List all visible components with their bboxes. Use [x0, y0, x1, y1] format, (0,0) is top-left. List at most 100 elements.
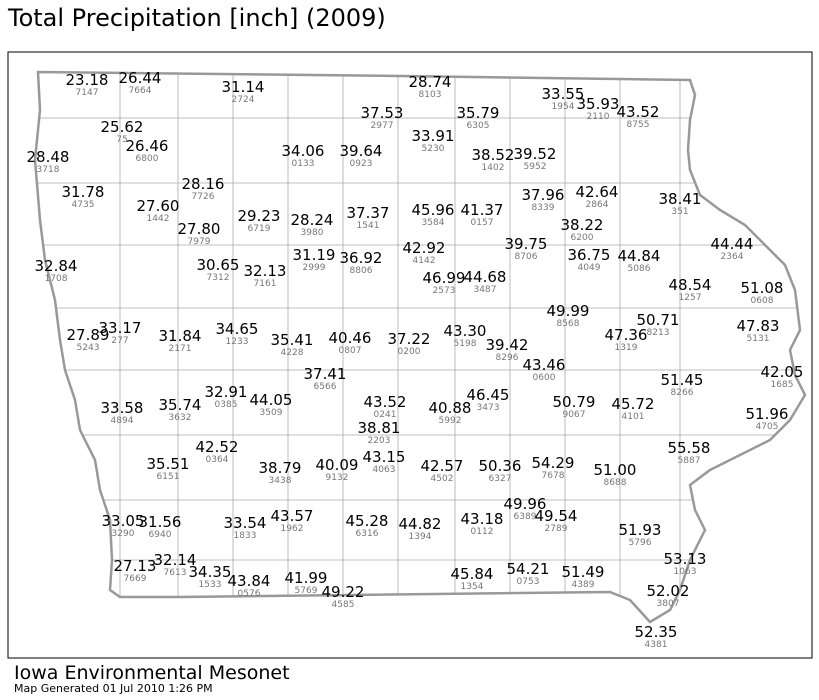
- station-value: 50.79: [553, 393, 596, 411]
- station-id: 4101: [622, 412, 645, 422]
- station-id: 5243: [77, 343, 100, 353]
- station-value: 37.22: [388, 330, 431, 348]
- station-id: 0133: [292, 159, 315, 169]
- station-id: 3807: [657, 599, 680, 609]
- station-id: 1708: [45, 274, 68, 284]
- station-value: 36.75: [568, 246, 611, 264]
- station-id: 7613: [164, 568, 187, 578]
- station-id: 1257: [679, 293, 702, 303]
- station-value: 40.09: [316, 456, 359, 474]
- station-id: 4389: [572, 580, 595, 590]
- station-id: 8339: [532, 203, 555, 213]
- station-id: 7161: [254, 279, 277, 289]
- station-value: 37.37: [347, 204, 390, 222]
- station-id: 6327: [489, 474, 512, 484]
- footer-source: Iowa Environmental Mesonet: [14, 662, 290, 684]
- station-id: 9067: [563, 410, 586, 420]
- station-id: 8213: [647, 328, 670, 338]
- station-value: 33.54: [224, 514, 267, 532]
- station-id: 277: [111, 336, 128, 346]
- station-id: 7669: [124, 574, 147, 584]
- station-value: 26.46: [126, 137, 169, 155]
- station-value: 49.22: [322, 583, 365, 601]
- station-value: 35.79: [457, 104, 500, 122]
- station-value: 37.41: [304, 365, 347, 383]
- station-id: 5887: [678, 456, 701, 466]
- station-id: 2999: [303, 263, 326, 273]
- station-id: 2171: [169, 344, 192, 354]
- station-id: 4502: [431, 474, 454, 484]
- station-value: 28.24: [291, 211, 334, 229]
- station-id: 3584: [422, 218, 445, 228]
- station-value: 31.14: [222, 78, 265, 96]
- station-value: 39.42: [486, 336, 529, 354]
- station-value: 39.52: [514, 145, 557, 163]
- station-value: 49.96: [504, 495, 547, 513]
- station-id: 5131: [747, 334, 770, 344]
- station-value: 34.06: [282, 142, 325, 160]
- station-value: 51.96: [746, 405, 789, 423]
- station-value: 44.44: [711, 235, 754, 253]
- station-value: 43.52: [364, 393, 407, 411]
- station-value: 47.83: [737, 317, 780, 335]
- station-value: 45.84: [451, 565, 494, 583]
- station-id: 8755: [627, 120, 650, 130]
- map-title: Total Precipitation [inch] (2009): [7, 4, 386, 32]
- station-value: 41.37: [461, 201, 504, 219]
- station-value: 43.84: [228, 572, 271, 590]
- station-value: 51.08: [741, 279, 784, 297]
- station-value: 43.46: [523, 356, 566, 374]
- station-id: 6389: [514, 512, 537, 522]
- station-id: 0807: [339, 346, 362, 356]
- station-id: 4228: [281, 348, 304, 358]
- station-id: 1319: [615, 343, 638, 353]
- station-id: 7664: [129, 86, 152, 96]
- station-value: 44.05: [250, 391, 293, 409]
- station-id: 0200: [398, 347, 421, 357]
- station-value: 27.80: [178, 220, 221, 238]
- station-id: 2573: [433, 286, 456, 296]
- county-lines: [35, 72, 805, 622]
- station-id: 2977: [371, 121, 394, 131]
- station-value: 31.56: [139, 513, 182, 531]
- station-value: 42.57: [421, 457, 464, 475]
- station-id: 6151: [157, 472, 180, 482]
- station-value: 32.91: [205, 383, 248, 401]
- station-value: 51.00: [594, 461, 637, 479]
- station-id: 6800: [136, 154, 159, 164]
- station-id: 4894: [111, 416, 134, 426]
- station-value: 33.05: [102, 512, 145, 530]
- station-value: 43.18: [461, 510, 504, 528]
- station-id: 8568: [557, 319, 580, 329]
- station-id: 2864: [586, 200, 609, 210]
- station-id: 3290: [112, 529, 135, 539]
- station-value: 27.13: [114, 557, 157, 575]
- station-value: 44.84: [618, 247, 661, 265]
- station-value: 39.75: [505, 235, 548, 253]
- station-id: 6316: [356, 529, 379, 539]
- station-id: 6305: [467, 121, 490, 131]
- station-value: 36.92: [340, 249, 383, 267]
- station-id: 1954: [552, 102, 575, 112]
- station-value: 50.36: [479, 457, 522, 475]
- station-value: 51.49: [562, 563, 605, 581]
- station-value: 44.68: [464, 268, 507, 286]
- station-value: 28.48: [27, 148, 70, 166]
- station-id: 6566: [314, 382, 337, 392]
- station-id: 7726: [192, 192, 215, 202]
- station-value: 47.36: [605, 326, 648, 344]
- station-value: 43.15: [363, 448, 406, 466]
- map-frame: [7, 51, 813, 659]
- station-value: 40.46: [329, 329, 372, 347]
- station-value: 54.21: [507, 560, 550, 578]
- station-id: 4585: [332, 600, 355, 610]
- station-id: 0923: [350, 159, 373, 169]
- station-id: 2724: [232, 95, 255, 105]
- station-value: 38.79: [259, 459, 302, 477]
- station-id: 5198: [454, 339, 477, 349]
- station-id: 7678: [542, 471, 565, 481]
- station-value: 38.41: [659, 190, 702, 208]
- station-id: 6200: [571, 233, 594, 243]
